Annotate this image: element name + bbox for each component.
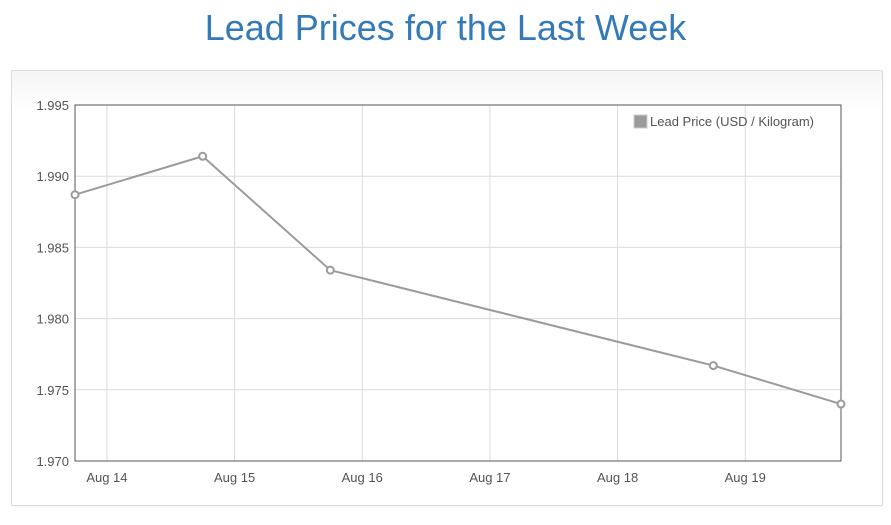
x-tick-label: Aug 18 xyxy=(597,470,638,485)
data-point xyxy=(70,190,80,200)
data-point xyxy=(325,265,335,275)
x-tick-label: Aug 15 xyxy=(214,470,255,485)
x-axis-tick-labels: Aug 14 Aug 15 Aug 16 Aug 17 Aug 18 Aug 19 xyxy=(86,470,766,485)
y-tick-label: 1.975 xyxy=(36,383,69,398)
chart-panel: 1.995 1.990 1.985 1.980 1.975 1.970 Aug 14 Aug… xyxy=(11,70,883,506)
data-point xyxy=(708,361,718,371)
y-axis-tick-labels: 1.995 1.990 1.985 1.980 1.975 1.970 xyxy=(36,98,69,469)
page-title: Lead Prices for the Last Week xyxy=(204,7,687,48)
data-point xyxy=(198,151,208,161)
series-line xyxy=(74,155,842,405)
legend-swatch xyxy=(633,114,648,129)
plot-area-border xyxy=(74,104,842,462)
x-tick-label: Aug 16 xyxy=(342,470,383,485)
y-tick-label: 1.980 xyxy=(36,312,69,327)
x-tick-label: Aug 17 xyxy=(469,470,510,485)
x-tick-label: Aug 14 xyxy=(86,470,127,485)
legend[interactable]: Lead Price (USD / Kilogram) xyxy=(633,114,814,129)
legend-label: Lead Price (USD / Kilogram) xyxy=(650,114,814,129)
y-tick-label: 1.970 xyxy=(36,454,69,469)
y-tick-label: 1.990 xyxy=(36,169,69,184)
grid-lines xyxy=(75,104,841,462)
x-tick-label: Aug 19 xyxy=(725,470,766,485)
y-tick-label: 1.995 xyxy=(36,98,69,113)
data-point xyxy=(836,399,846,409)
y-tick-label: 1.985 xyxy=(36,240,69,255)
series-layer xyxy=(70,151,846,409)
